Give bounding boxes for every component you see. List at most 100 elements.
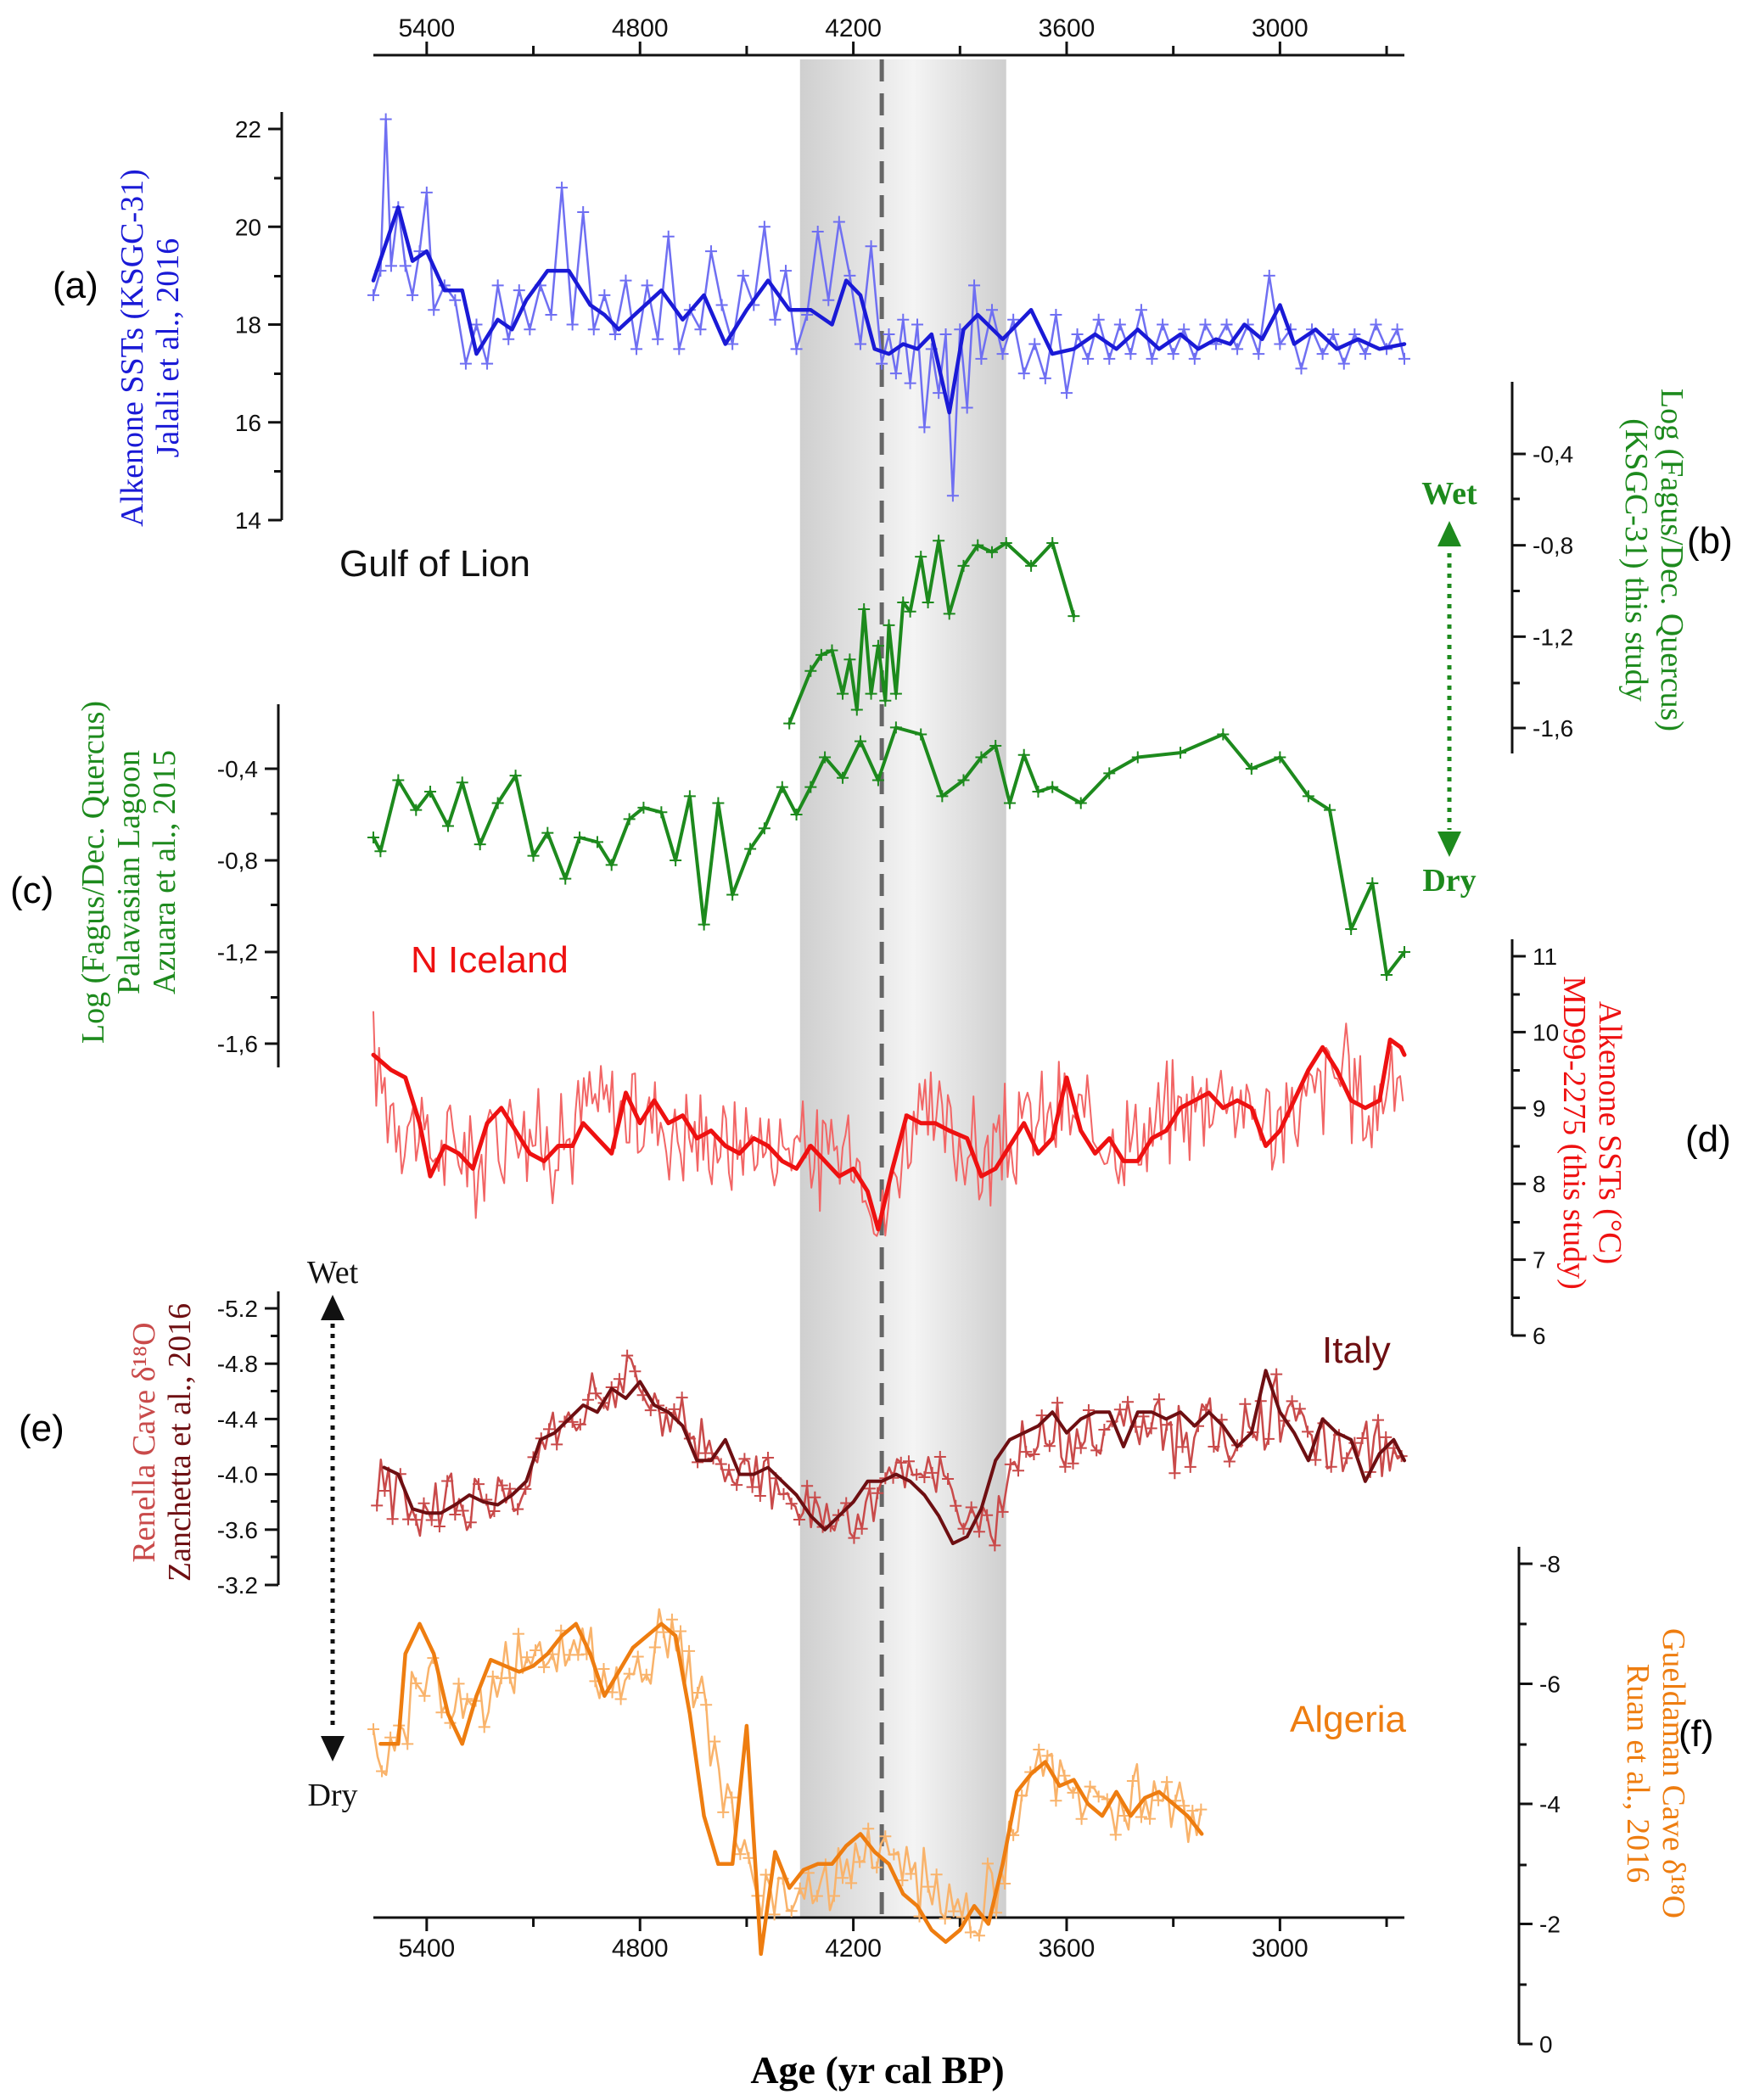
data-marker — [424, 786, 437, 798]
x-tick-label: 3600 — [1039, 1935, 1096, 1963]
y-tick-label: -1,2 — [217, 939, 258, 966]
raw-marker — [1309, 1453, 1322, 1466]
raw-marker — [1262, 1432, 1275, 1445]
raw-marker — [780, 265, 792, 277]
ylabel-c-line1: Log (Fagus/Dec. Quercus) — [76, 701, 111, 1044]
panel-letter-e: (e) — [19, 1408, 64, 1449]
raw-marker — [1004, 1458, 1017, 1470]
y-tick-label: 22 — [235, 116, 261, 143]
y-tick-label: -5.2 — [217, 1296, 258, 1322]
raw-marker — [1118, 1809, 1130, 1822]
raw-marker — [845, 1877, 858, 1890]
data-marker — [1003, 797, 1016, 809]
ylabel-e-line1: Renella Cave δ¹⁸O — [126, 1322, 162, 1562]
x-tick-label: 4800 — [612, 14, 669, 42]
data-line — [787, 539, 1076, 725]
raw-marker — [608, 328, 621, 341]
x-tick-label: 4800 — [612, 1935, 669, 1963]
data-marker — [943, 608, 955, 620]
raw-marker — [524, 323, 536, 336]
data-marker — [637, 801, 650, 814]
raw-marker — [1012, 1464, 1024, 1477]
raw-marker — [694, 323, 707, 336]
raw-marker — [862, 1823, 875, 1835]
raw-marker — [1252, 348, 1265, 361]
data-marker — [975, 751, 988, 764]
raw-marker — [1058, 1769, 1071, 1782]
raw-marker — [401, 1738, 414, 1750]
data-marker — [889, 687, 902, 700]
data-marker — [879, 694, 892, 707]
raw-marker — [410, 1677, 423, 1689]
raw-marker — [519, 1482, 532, 1495]
raw-marker — [1035, 1409, 1048, 1422]
data-marker — [441, 820, 454, 832]
raw-marker — [777, 1487, 790, 1500]
smoothed-line — [371, 1037, 1407, 1232]
data-marker — [758, 822, 771, 835]
wet-dry-arrow-b: Wet Dry — [1421, 476, 1477, 899]
raw-marker — [1178, 1800, 1191, 1812]
data-marker — [712, 797, 725, 809]
raw-marker — [1356, 1432, 1369, 1445]
data-marker — [683, 790, 696, 803]
data-marker — [1398, 946, 1410, 958]
y-tick-label: -4.0 — [217, 1462, 258, 1488]
y-tick-label: -0,4 — [217, 756, 258, 782]
raw-marker — [1270, 1368, 1283, 1380]
y-axis-a: 14 16 18 20 22 — [235, 112, 283, 534]
raw-marker — [418, 1689, 431, 1702]
raw-marker — [1146, 352, 1158, 365]
ylabel-d-line2: MD99-2275 (this study) — [1556, 976, 1592, 1289]
y-tick-label: -4.8 — [217, 1351, 258, 1377]
y-tick-label: -3.6 — [217, 1517, 258, 1543]
raw-marker — [1135, 1811, 1147, 1823]
x-tick-label: 3000 — [1252, 14, 1308, 42]
raw-line — [373, 1011, 1404, 1237]
raw-marker — [889, 367, 902, 380]
raw-marker — [1325, 1460, 1337, 1473]
raw-marker — [1145, 1422, 1157, 1435]
raw-marker — [512, 1503, 524, 1515]
raw-marker — [1059, 1460, 1072, 1473]
raw-marker — [700, 1699, 713, 1711]
raw-marker — [705, 245, 718, 258]
y-tick-label: -0,8 — [1533, 533, 1573, 559]
raw-marker — [1188, 352, 1201, 365]
raw-marker — [768, 1908, 781, 1921]
data-marker — [1074, 797, 1087, 809]
raw-marker — [1071, 328, 1084, 341]
raw-marker — [1098, 1423, 1111, 1436]
data-marker — [915, 551, 927, 563]
raw-marker — [556, 182, 569, 194]
data-marker — [790, 809, 803, 820]
raw-marker — [410, 1514, 423, 1526]
raw-marker — [930, 1868, 943, 1881]
raw-marker — [538, 1660, 551, 1673]
x-axis-label: Age (yr cal BP) — [750, 2048, 1004, 2092]
data-line — [372, 725, 1406, 977]
data-marker — [1174, 747, 1187, 759]
raw-marker — [464, 1516, 477, 1529]
raw-marker — [1122, 1396, 1135, 1408]
raw-marker — [1178, 323, 1191, 336]
series-gulf-of-lion-sst — [367, 113, 1410, 502]
raw-line — [372, 118, 1406, 497]
raw-marker — [406, 288, 419, 301]
raw-marker — [1124, 348, 1137, 361]
data-marker — [1245, 763, 1258, 775]
data-marker — [541, 826, 554, 839]
x-tick-label: 3600 — [1039, 14, 1096, 42]
raw-marker — [459, 357, 472, 370]
data-marker — [1000, 536, 1012, 549]
panel-letter-b: (b) — [1687, 520, 1733, 562]
raw-marker — [999, 1878, 1011, 1890]
data-marker — [843, 653, 856, 666]
data-marker — [957, 559, 970, 572]
raw-marker — [371, 1499, 384, 1512]
raw-marker — [452, 1677, 465, 1690]
data-marker — [957, 774, 970, 787]
raw-marker — [1067, 1457, 1079, 1470]
raw-marker — [1359, 348, 1371, 361]
raw-marker — [623, 1667, 636, 1680]
